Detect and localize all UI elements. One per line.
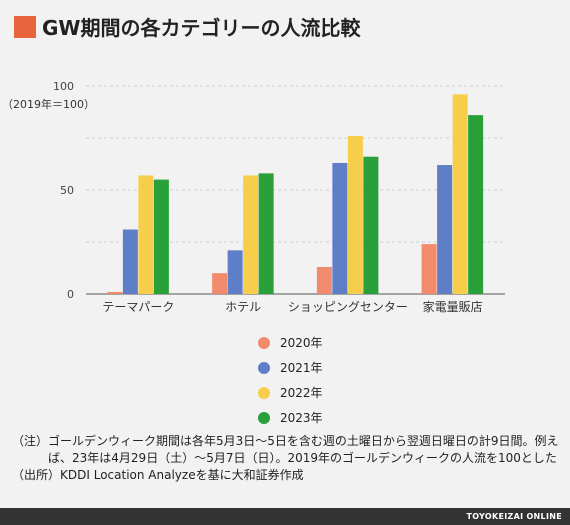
legend-label: 2022年 <box>280 386 323 400</box>
bar <box>122 229 138 294</box>
notes: （注） ゴールデンウィーク期間は各年5月3日〜5日を含む週の土曜日から翌週日曜日… <box>12 433 560 484</box>
bar-chart: 0 50 100 テーマパーク ホテル ショッピングセンター 家電量販店 <box>53 80 505 314</box>
bar <box>258 173 274 294</box>
chart-title: GW期間の各カテゴリーの人流比較 <box>42 16 361 40</box>
category-label: ホテル <box>225 300 261 314</box>
y-tick-label: 100 <box>53 80 74 93</box>
source-row: （出所） KDDI Location Analyzeを基に大和証券作成 <box>12 467 560 484</box>
title-marker-icon <box>14 15 36 38</box>
bar <box>212 273 228 294</box>
y-axis-label: （2019年＝100） <box>2 98 95 111</box>
footer-brand: TOYOKEIZAI ONLINE <box>0 508 570 525</box>
bar <box>227 250 243 294</box>
note-row: （注） ゴールデンウィーク期間は各年5月3日〜5日を含む週の土曜日から翌週日曜日… <box>12 433 560 467</box>
title-block: GW期間の各カテゴリーの人流比較 <box>14 12 360 41</box>
legend-item-2022: 2022年 <box>258 380 323 405</box>
y-ticks: 0 50 100 <box>53 80 74 301</box>
category-labels: テーマパーク ホテル ショッピングセンター 家電量販店 <box>102 299 482 314</box>
bar <box>107 291 123 294</box>
legend-swatch-icon <box>258 336 270 349</box>
bar <box>243 175 259 294</box>
category-label: テーマパーク <box>102 300 174 314</box>
category-label: ショッピングセンター <box>288 300 408 314</box>
source-text: KDDI Location Analyzeを基に大和証券作成 <box>60 468 304 482</box>
legend-label: 2020年 <box>280 336 323 350</box>
legend-swatch-icon <box>258 386 270 399</box>
legend-item-2023: 2023年 <box>258 405 323 430</box>
bar <box>138 175 154 294</box>
legend: 2020年 2021年 2022年 2023年 <box>258 330 323 430</box>
bar <box>468 115 484 295</box>
source-prefix: （出所） <box>12 468 61 482</box>
note-text: ゴールデンウィーク期間は各年5月3日〜5日を含む週の土曜日から翌週日曜日の計9日… <box>48 434 559 465</box>
bar <box>316 266 332 294</box>
legend-label: 2021年 <box>280 361 323 375</box>
bar <box>347 135 363 294</box>
bar <box>332 162 348 294</box>
y-tick-label: 50 <box>60 184 74 197</box>
legend-item-2020: 2020年 <box>258 330 323 355</box>
bars <box>107 94 484 295</box>
bar <box>421 244 437 294</box>
legend-swatch-icon <box>258 361 270 374</box>
legend-item-2021: 2021年 <box>258 355 323 380</box>
category-label: 家電量販店 <box>423 299 483 314</box>
legend-label: 2023年 <box>280 411 323 425</box>
y-tick-label: 0 <box>67 288 74 301</box>
bar <box>452 94 468 294</box>
bar <box>153 179 169 294</box>
note-prefix: （注） <box>12 434 49 448</box>
legend-swatch-icon <box>258 411 270 424</box>
bar <box>437 165 453 294</box>
bar <box>363 156 379 294</box>
